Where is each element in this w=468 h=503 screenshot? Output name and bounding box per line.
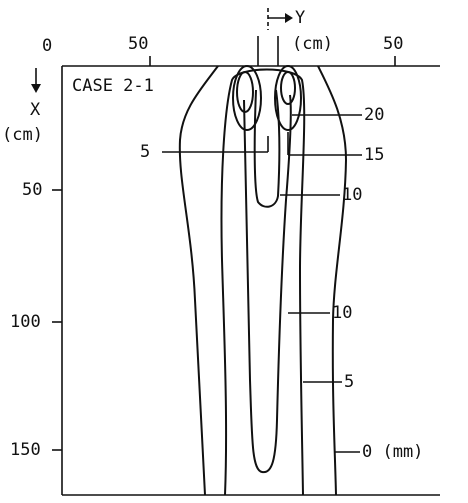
- axis-unit: (cm): [292, 34, 333, 54]
- arrow-head: [285, 13, 293, 23]
- contour-label: 15: [364, 145, 384, 165]
- contour-0: [178, 65, 219, 496]
- axis-name: X: [30, 100, 41, 120]
- contour-label: 5: [344, 372, 354, 392]
- tick-label: 0: [42, 36, 52, 56]
- contour-5-loop: [232, 65, 262, 131]
- case-label: CASE 2-1: [72, 76, 154, 96]
- axis-name: Y: [295, 8, 305, 28]
- contour-15-loop: [236, 71, 254, 113]
- contour-0: [317, 65, 348, 496]
- arrow-head: [31, 84, 41, 93]
- tick-label: 150: [10, 440, 41, 460]
- contour-15-loop: [274, 65, 302, 131]
- contour-label: 10: [332, 303, 352, 323]
- contour-label: 0 (mm): [362, 442, 423, 462]
- contour-5: [220, 68, 306, 496]
- tick-label: 100: [10, 312, 41, 332]
- contour-10: [243, 94, 292, 474]
- tick-label: 50: [128, 34, 148, 54]
- contour-20-loop: [280, 71, 296, 105]
- axis-unit: (cm): [2, 125, 43, 145]
- tick-label: 50: [383, 34, 403, 54]
- contour-label: 5: [140, 142, 150, 162]
- contour-label: 10: [342, 185, 362, 205]
- tick-label: 50: [22, 180, 42, 200]
- contour-10-inner: [253, 89, 281, 208]
- contour-label: 20: [364, 105, 384, 125]
